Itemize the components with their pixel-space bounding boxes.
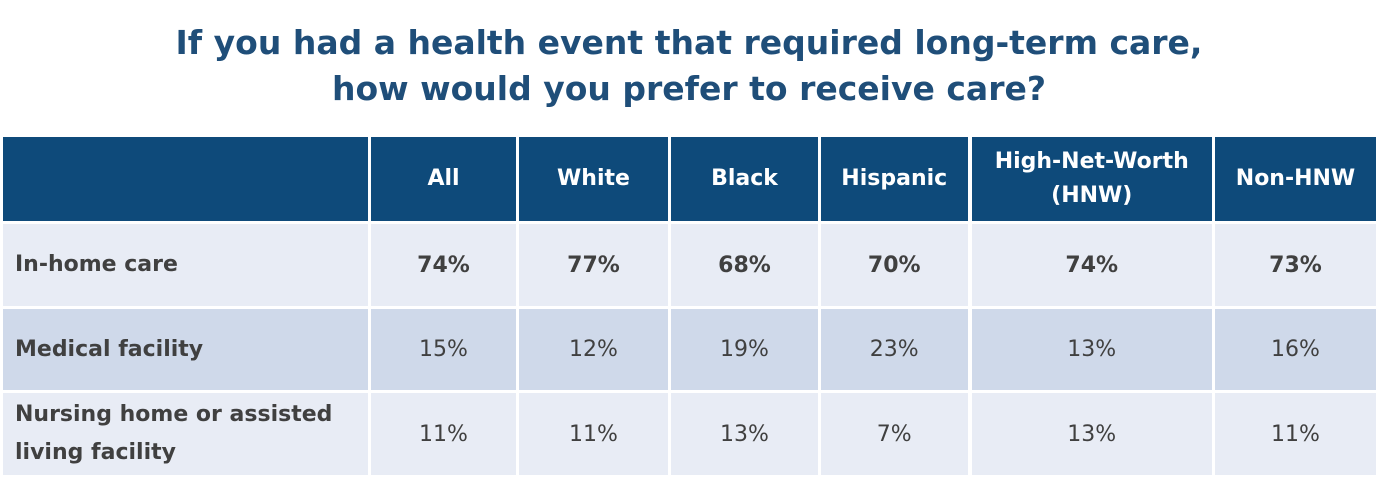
table-cell-hnw: 74% <box>970 223 1214 308</box>
header-hnw-label-line-1: High-Net-Worth <box>995 149 1189 174</box>
row-label: In-home care <box>2 223 370 308</box>
row-label-line: Medical facility <box>15 337 203 362</box>
row-label: Medical facility <box>2 308 370 392</box>
header-cell-hnw: High-Net-Worth (HNW) <box>970 136 1214 223</box>
header-cell-hispanic: Hispanic <box>820 136 970 223</box>
row-label-line-1: Nursing home or assisted <box>15 402 332 427</box>
table-cell-non-hnw: 73% <box>1214 223 1378 308</box>
header-hnw-label-line-2: (HNW) <box>1051 183 1132 208</box>
table-cell-non-hnw: 11% <box>1214 392 1378 477</box>
header-hispanic-label: Hispanic <box>841 166 947 191</box>
table-cell-black: 19% <box>670 308 820 392</box>
header-black-label: Black <box>711 166 778 191</box>
header-cell-white: White <box>518 136 670 223</box>
table-cell-white: 77% <box>518 223 670 308</box>
table-cell-all: 15% <box>370 308 518 392</box>
table-cell-white: 11% <box>518 392 670 477</box>
table-cell-non-hnw: 16% <box>1214 308 1378 392</box>
header-all-label: All <box>427 166 459 191</box>
header-cell-non-hnw: Non-HNW <box>1214 136 1378 223</box>
table-cell-hispanic: 7% <box>820 392 970 477</box>
table-cell-all: 11% <box>370 392 518 477</box>
table-cell-all: 74% <box>370 223 518 308</box>
header-non-hnw-label: Non-HNW <box>1236 166 1355 191</box>
table-cell-black: 13% <box>670 392 820 477</box>
header-white-label: White <box>557 166 630 191</box>
table-cell-black: 68% <box>670 223 820 308</box>
chart-title-line-2: how would you prefer to receive care? <box>0 66 1378 112</box>
data-table: All White Black Hispanic High-Net-Worth … <box>0 134 1378 478</box>
header-row: All White Black Hispanic High-Net-Worth … <box>2 136 1378 223</box>
header-cell-black: Black <box>670 136 820 223</box>
table-row-in-home-care: In-home care 74% 77% 68% 70% 74% 73% <box>2 223 1378 308</box>
table-cell-hispanic: 23% <box>820 308 970 392</box>
table-row-nursing-home: Nursing home or assisted living facility… <box>2 392 1378 477</box>
table-row-medical-facility: Medical facility 15% 12% 19% 23% 13% 16% <box>2 308 1378 392</box>
table-cell-hnw: 13% <box>970 392 1214 477</box>
row-label-line-2: living facility <box>15 440 176 465</box>
header-cell-blank <box>2 136 370 223</box>
header-cell-all: All <box>370 136 518 223</box>
table-cell-hispanic: 70% <box>820 223 970 308</box>
table-cell-hnw: 13% <box>970 308 1214 392</box>
row-label-line: In-home care <box>15 252 178 277</box>
chart-title-line-1: If you had a health event that required … <box>0 20 1378 66</box>
chart-title: If you had a health event that required … <box>0 20 1378 112</box>
row-label: Nursing home or assisted living facility <box>2 392 370 477</box>
table-cell-white: 12% <box>518 308 670 392</box>
